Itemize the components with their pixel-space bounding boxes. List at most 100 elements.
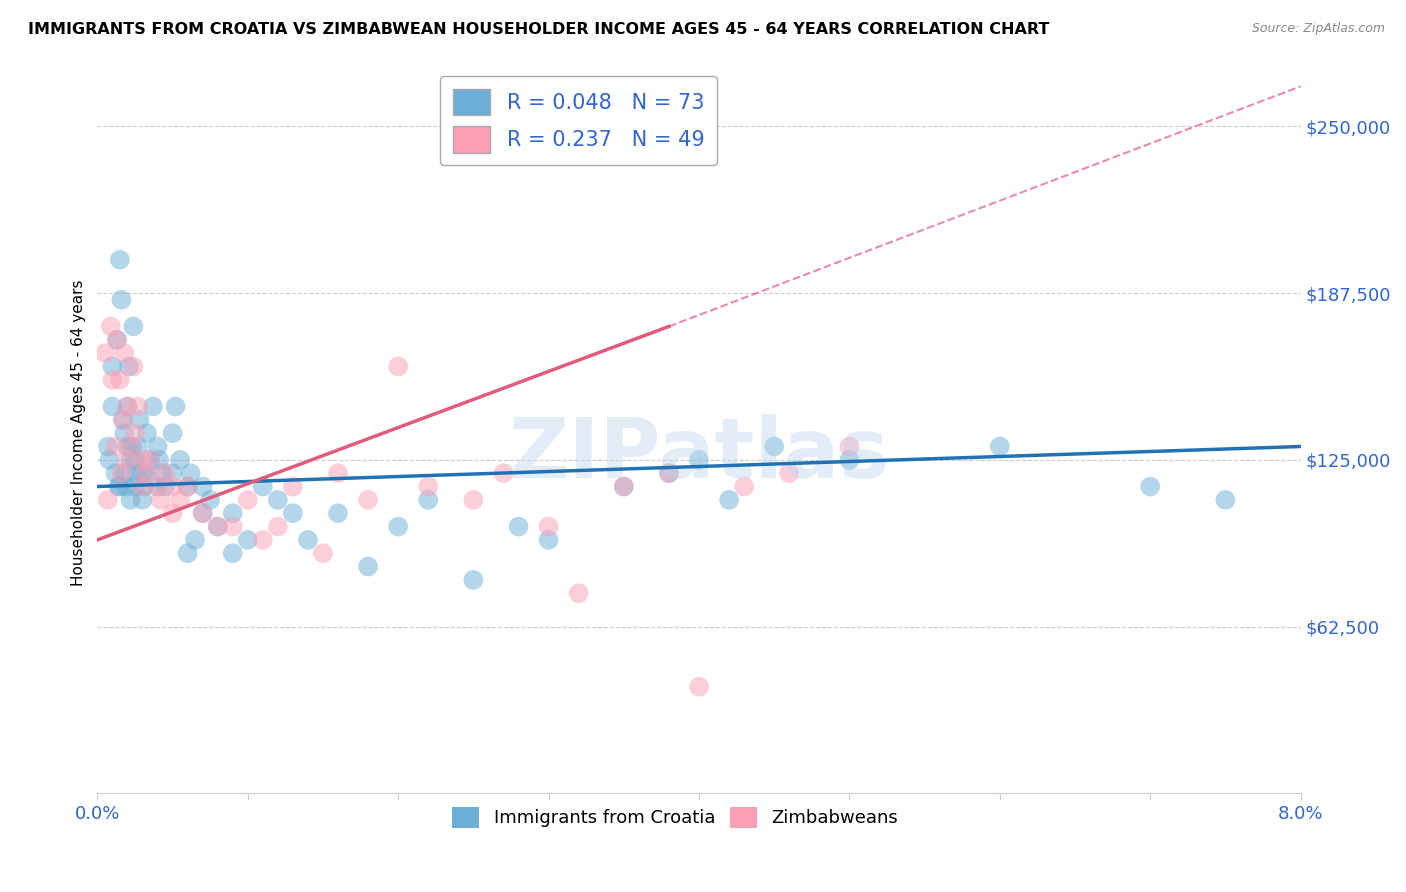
- Point: [252, 479, 274, 493]
- Point: [110, 293, 132, 307]
- Point: [207, 519, 229, 533]
- Point: [111, 413, 134, 427]
- Point: [131, 492, 153, 507]
- Text: ZIPatlas: ZIPatlas: [509, 414, 890, 495]
- Point: [176, 479, 198, 493]
- Point: [463, 573, 485, 587]
- Point: [120, 453, 142, 467]
- Point: [124, 479, 146, 493]
- Point: [658, 466, 681, 480]
- Point: [1215, 492, 1237, 507]
- Point: [222, 546, 245, 560]
- Point: [838, 453, 860, 467]
- Point: [281, 479, 304, 493]
- Point: [222, 519, 245, 533]
- Point: [121, 440, 143, 454]
- Point: [148, 453, 170, 467]
- Point: [688, 680, 710, 694]
- Point: [97, 440, 120, 454]
- Point: [463, 492, 485, 507]
- Point: [127, 400, 149, 414]
- Point: [108, 252, 131, 267]
- Point: [100, 319, 122, 334]
- Point: [110, 466, 132, 480]
- Point: [101, 400, 124, 414]
- Point: [176, 479, 198, 493]
- Point: [142, 400, 165, 414]
- Point: [508, 519, 530, 533]
- Point: [357, 492, 380, 507]
- Y-axis label: Householder Income Ages 45 - 64 years: Householder Income Ages 45 - 64 years: [72, 280, 86, 586]
- Point: [132, 479, 155, 493]
- Point: [149, 492, 172, 507]
- Point: [252, 533, 274, 547]
- Point: [537, 533, 560, 547]
- Point: [236, 492, 259, 507]
- Point: [297, 533, 319, 547]
- Point: [162, 426, 184, 441]
- Point: [492, 466, 515, 480]
- Point: [105, 333, 128, 347]
- Point: [169, 453, 191, 467]
- Point: [125, 466, 148, 480]
- Point: [153, 466, 176, 480]
- Point: [162, 479, 184, 493]
- Point: [131, 479, 153, 493]
- Point: [418, 479, 440, 493]
- Point: [153, 479, 176, 493]
- Point: [988, 440, 1011, 454]
- Point: [122, 319, 145, 334]
- Point: [387, 519, 409, 533]
- Point: [117, 440, 139, 454]
- Point: [537, 519, 560, 533]
- Point: [718, 492, 741, 507]
- Point: [198, 492, 221, 507]
- Point: [326, 506, 349, 520]
- Point: [169, 492, 191, 507]
- Point: [146, 440, 169, 454]
- Point: [207, 519, 229, 533]
- Point: [122, 359, 145, 374]
- Point: [117, 400, 139, 414]
- Point: [387, 359, 409, 374]
- Point: [112, 426, 135, 441]
- Point: [191, 479, 214, 493]
- Text: IMMIGRANTS FROM CROATIA VS ZIMBABWEAN HOUSEHOLDER INCOME AGES 45 - 64 YEARS CORR: IMMIGRANTS FROM CROATIA VS ZIMBABWEAN HO…: [28, 22, 1049, 37]
- Point: [236, 533, 259, 547]
- Point: [115, 479, 138, 493]
- Point: [98, 453, 121, 467]
- Point: [613, 479, 636, 493]
- Point: [124, 453, 146, 467]
- Point: [838, 440, 860, 454]
- Point: [120, 440, 142, 454]
- Point: [162, 466, 184, 480]
- Point: [146, 479, 169, 493]
- Point: [778, 466, 800, 480]
- Point: [267, 492, 290, 507]
- Point: [127, 440, 149, 454]
- Point: [184, 533, 207, 547]
- Point: [326, 466, 349, 480]
- Point: [104, 440, 127, 454]
- Point: [162, 506, 184, 520]
- Point: [117, 453, 139, 467]
- Point: [104, 466, 127, 480]
- Point: [176, 546, 198, 560]
- Point: [191, 506, 214, 520]
- Point: [131, 466, 153, 480]
- Point: [281, 506, 304, 520]
- Point: [105, 333, 128, 347]
- Point: [146, 479, 169, 493]
- Point: [1139, 479, 1161, 493]
- Point: [658, 466, 681, 480]
- Point: [134, 466, 156, 480]
- Point: [222, 506, 245, 520]
- Point: [139, 453, 162, 467]
- Point: [128, 413, 150, 427]
- Point: [94, 346, 117, 360]
- Point: [733, 479, 755, 493]
- Text: Source: ZipAtlas.com: Source: ZipAtlas.com: [1251, 22, 1385, 36]
- Point: [101, 359, 124, 374]
- Point: [118, 359, 141, 374]
- Point: [688, 453, 710, 467]
